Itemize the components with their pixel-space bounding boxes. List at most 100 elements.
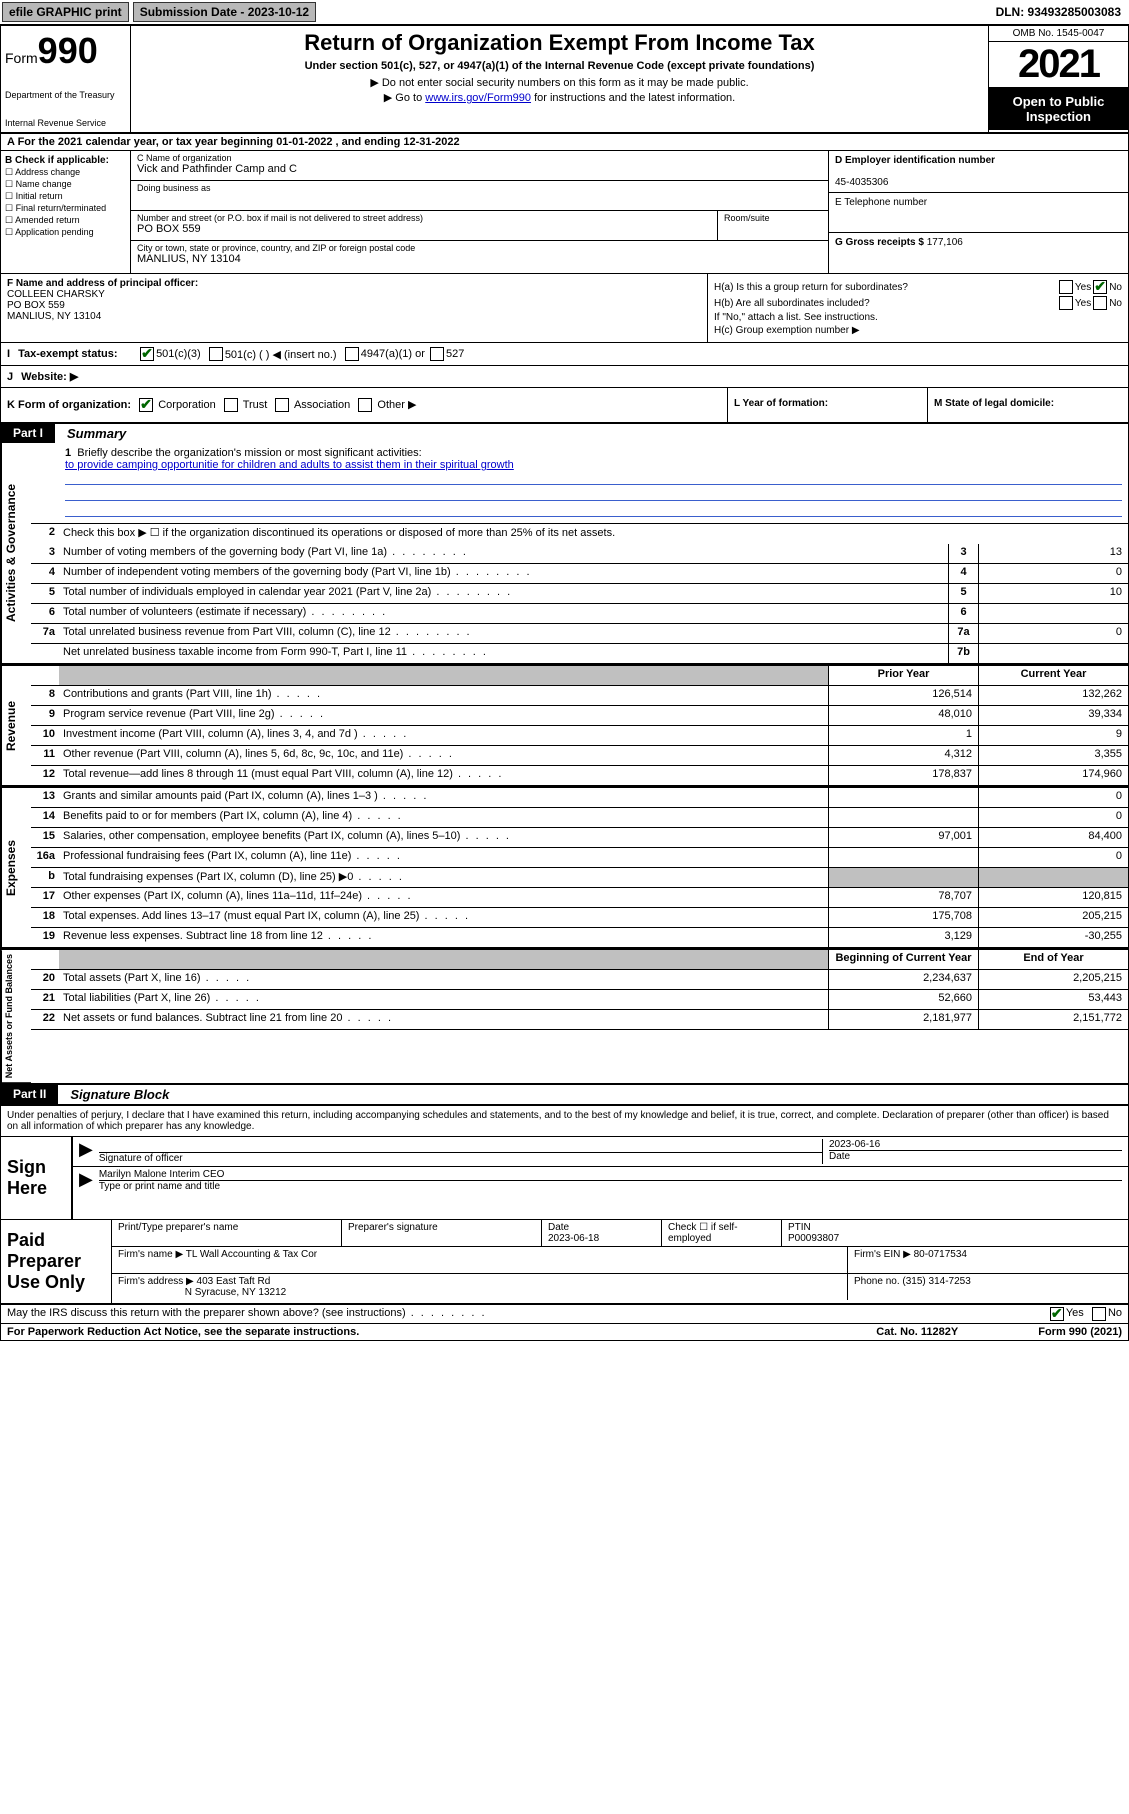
- row-k-l-m: K Form of organization: Corporation Trus…: [1, 388, 1128, 424]
- summary-row: bTotal fundraising expenses (Part IX, co…: [31, 868, 1128, 888]
- discuss-label: May the IRS discuss this return with the…: [7, 1307, 1048, 1321]
- summary-row: 7aTotal unrelated business revenue from …: [31, 624, 1128, 644]
- dba-label: Doing business as: [137, 183, 822, 193]
- summary-row: 16aProfessional fundraising fees (Part I…: [31, 848, 1128, 868]
- dln-text: DLN: 93493285003083: [996, 5, 1127, 19]
- chk-527[interactable]: [430, 347, 444, 361]
- firm-addr-label: Firm's address ▶: [118, 1276, 194, 1287]
- sign-here-label: Sign Here: [1, 1137, 71, 1219]
- hdr-end: End of Year: [978, 950, 1128, 969]
- firm-name-value: TL Wall Accounting & Tax Cor: [186, 1249, 317, 1260]
- chk-trust[interactable]: [224, 398, 238, 412]
- paid-preparer-block: Paid Preparer Use Only Print/Type prepar…: [1, 1220, 1128, 1305]
- row-j-website: J Website: ▶: [1, 366, 1128, 388]
- form-number: 990: [38, 30, 98, 71]
- gross-value: 177,106: [927, 237, 963, 248]
- vlabel-netassets: Net Assets or Fund Balances: [1, 950, 31, 1083]
- hdr-beg: Beginning of Current Year: [828, 950, 978, 969]
- note2-post: for instructions and the latest informat…: [531, 92, 735, 104]
- addr-value: PO BOX 559: [137, 223, 711, 235]
- summary-row: 14Benefits paid to or for members (Part …: [31, 808, 1128, 828]
- summary-row: 5Total number of individuals employed in…: [31, 584, 1128, 604]
- mission-text[interactable]: to provide camping opportunitie for chil…: [65, 459, 514, 471]
- line2-desc: Check this box ▶ ☐ if the organization d…: [59, 524, 1128, 544]
- footer-row: For Paperwork Reduction Act Notice, see …: [1, 1324, 1128, 1340]
- paid-preparer-label: Paid Preparer Use Only: [1, 1220, 111, 1303]
- open-inspection: Open to Public Inspection: [989, 88, 1128, 130]
- form-header: Form990 Department of the Treasury Inter…: [1, 26, 1128, 134]
- summary-revenue: Revenue Prior Year Current Year 8Contrib…: [1, 664, 1128, 786]
- prep-date-label: Date: [548, 1222, 569, 1233]
- sig-date-label: Date: [829, 1151, 850, 1162]
- firm-addr2: N Syracuse, NY 13212: [185, 1287, 287, 1298]
- col-f-officer: F Name and address of principal officer:…: [1, 274, 708, 342]
- city-label: City or town, state or province, country…: [137, 243, 822, 253]
- hb-note: If "No," attach a list. See instructions…: [714, 312, 1122, 323]
- prep-selfemp-label: Check ☐ if self-employed: [668, 1222, 738, 1244]
- chk-501c[interactable]: [209, 347, 223, 361]
- chk-address-change[interactable]: ☐ Address change: [5, 167, 126, 178]
- col-k-formorg: K Form of organization: Corporation Trus…: [1, 388, 728, 422]
- hb-no-chk[interactable]: [1093, 296, 1107, 310]
- sig-date-value: 2023-06-16: [829, 1139, 880, 1150]
- form-container: Form990 Department of the Treasury Inter…: [0, 25, 1129, 1341]
- gross-label: G Gross receipts $: [835, 237, 924, 248]
- note-1: ▶ Do not enter social security numbers o…: [139, 76, 980, 89]
- chk-name-change[interactable]: ☐ Name change: [5, 179, 126, 190]
- efile-button[interactable]: efile GRAPHIC print: [2, 2, 129, 22]
- prep-sig-label: Preparer's signature: [348, 1222, 438, 1233]
- discuss-row: May the IRS discuss this return with the…: [1, 1305, 1128, 1324]
- ha-yes-chk[interactable]: [1059, 280, 1073, 294]
- summary-row: 10Investment income (Part VIII, column (…: [31, 726, 1128, 746]
- chk-501c3[interactable]: [140, 347, 154, 361]
- summary-row: 21Total liabilities (Part X, line 26)52,…: [31, 990, 1128, 1010]
- col-b-checkboxes: B Check if applicable: ☐ Address change …: [1, 151, 131, 273]
- firm-name-label: Firm's name ▶: [118, 1249, 183, 1260]
- chk-final-return[interactable]: ☐ Final return/terminated: [5, 203, 126, 214]
- col-m-state: M State of legal domicile:: [928, 388, 1128, 422]
- vlabel-expenses: Expenses: [1, 788, 31, 948]
- ein-value: 45-4035306: [835, 177, 888, 188]
- irs-link[interactable]: www.irs.gov/Form990: [425, 92, 531, 104]
- summary-row: 6Total number of volunteers (estimate if…: [31, 604, 1128, 624]
- room-label: Room/suite: [724, 213, 822, 223]
- submission-date-button[interactable]: Submission Date - 2023-10-12: [133, 2, 316, 22]
- arrow-icon: ▶: [79, 1139, 93, 1164]
- part-ii-header: Part II Signature Block: [1, 1083, 1128, 1104]
- tax-year: 2021: [989, 42, 1128, 88]
- vlabel-revenue: Revenue: [1, 666, 31, 786]
- form-label: Form: [5, 50, 38, 66]
- prep-date-value: 2023-06-18: [548, 1233, 599, 1244]
- summary-row: 9Program service revenue (Part VIII, lin…: [31, 706, 1128, 726]
- chk-app-pending[interactable]: ☐ Application pending: [5, 227, 126, 238]
- yearformed-label: L Year of formation:: [734, 398, 828, 409]
- ha-no-chk[interactable]: [1093, 280, 1107, 294]
- summary-row: 4Number of independent voting members of…: [31, 564, 1128, 584]
- officer-addr2: MANLIUS, NY 13104: [7, 311, 101, 322]
- chk-corp[interactable]: [139, 398, 153, 412]
- chk-other[interactable]: [358, 398, 372, 412]
- firm-ein-value: 80-0717534: [914, 1249, 967, 1260]
- ein-label: D Employer identification number: [835, 155, 995, 166]
- summary-row: 13Grants and similar amounts paid (Part …: [31, 788, 1128, 808]
- chk-4947[interactable]: [345, 347, 359, 361]
- firm-addr1: 403 East Taft Rd: [197, 1276, 271, 1287]
- prep-ptin-value: P00093807: [788, 1233, 839, 1244]
- note-2: ▶ Go to www.irs.gov/Form990 for instruct…: [139, 91, 980, 104]
- summary-row: 8Contributions and grants (Part VIII, li…: [31, 686, 1128, 706]
- addr-label: Number and street (or P.O. box if mail i…: [137, 213, 711, 223]
- col-h-group: H(a) Is this a group return for subordin…: [708, 274, 1128, 342]
- header-left: Form990 Department of the Treasury Inter…: [1, 26, 131, 132]
- part-i-num: Part I: [1, 424, 55, 443]
- discuss-no-chk[interactable]: [1092, 1307, 1106, 1321]
- chk-initial-return[interactable]: ☐ Initial return: [5, 191, 126, 202]
- row-i-taxexempt: I Tax-exempt status: 501(c)(3) 501(c) ( …: [1, 343, 1128, 366]
- summary-row: 19Revenue less expenses. Subtract line 1…: [31, 928, 1128, 948]
- chk-assoc[interactable]: [275, 398, 289, 412]
- discuss-yes-chk[interactable]: [1050, 1307, 1064, 1321]
- summary-row: 22Net assets or fund balances. Subtract …: [31, 1010, 1128, 1030]
- chk-amended-return[interactable]: ☐ Amended return: [5, 215, 126, 226]
- officer-name: COLLEEN CHARSKY: [7, 289, 105, 300]
- omb-number: OMB No. 1545-0047: [989, 26, 1128, 42]
- hb-yes-chk[interactable]: [1059, 296, 1073, 310]
